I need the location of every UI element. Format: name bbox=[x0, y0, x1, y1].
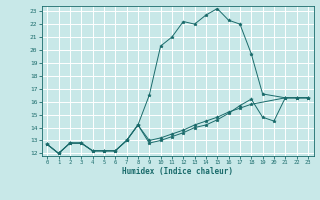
X-axis label: Humidex (Indice chaleur): Humidex (Indice chaleur) bbox=[122, 167, 233, 176]
